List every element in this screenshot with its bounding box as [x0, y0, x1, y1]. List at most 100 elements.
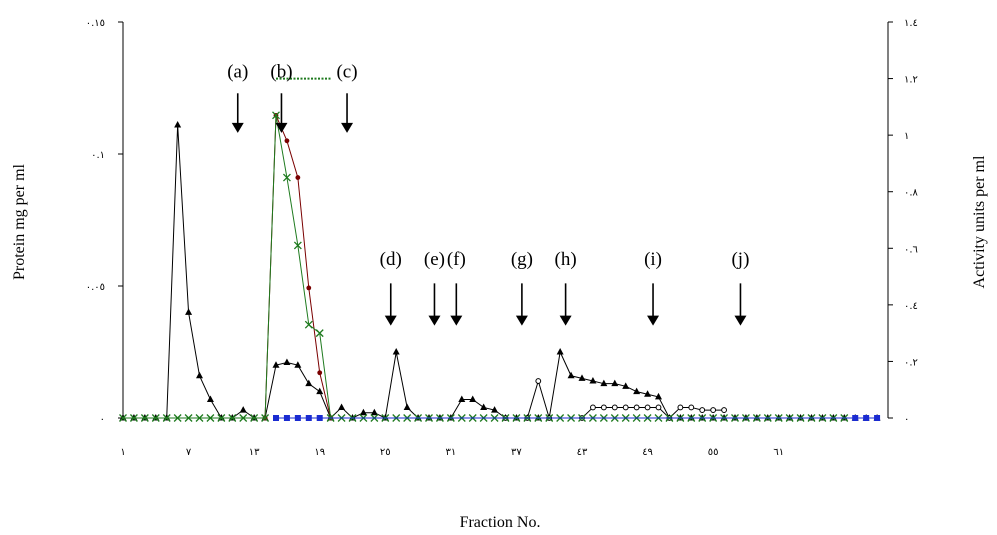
annotation-arrow-head [275, 122, 288, 133]
annotation-marker: (c) [336, 61, 358, 133]
series-0-point [370, 408, 378, 416]
series-1-point [721, 407, 727, 413]
y-left-tick-label: ٠.١٥ [86, 18, 105, 29]
series-3-point [228, 414, 237, 422]
annotation-arrow-head [384, 315, 397, 326]
series-0-point [338, 403, 346, 410]
annotation-label: (i) [644, 249, 662, 270]
series-2-point [284, 138, 290, 144]
series-0-point [294, 361, 302, 368]
annotation-marker: (g) [511, 249, 533, 326]
annotation-arrow-head [428, 315, 441, 326]
annotation-arrow-head [734, 315, 747, 326]
y-right-tick-label: ١ [904, 131, 909, 142]
x-tick-label: ٦١ [773, 447, 784, 458]
y-right-tick-label: ١.٢ [904, 75, 918, 86]
series-1-line [505, 379, 725, 419]
annotation-marker: (h) [555, 249, 577, 326]
series-1-point [699, 407, 706, 413]
annotation-label: (g) [511, 249, 533, 270]
chart-annotations: (a) (b) (c) (d) (e) (f) (g) (h) (i) (j) [227, 61, 749, 326]
annotation-label: (f) [447, 249, 466, 270]
x-tick-label: ٤٩ [642, 447, 653, 458]
series-4 [273, 415, 881, 421]
series-0-point [644, 390, 652, 397]
series-0-point [283, 358, 291, 366]
series-0-point [567, 371, 575, 379]
series-2-point [295, 175, 301, 180]
series-3-point [304, 320, 313, 329]
series-0-point [600, 379, 608, 387]
series-3-point [162, 414, 171, 422]
y-axis-right-title: Activity units per ml [971, 155, 988, 288]
y-left-tick-label: ٠ [100, 414, 105, 425]
series-0-point [206, 395, 214, 403]
annotation-arrow-head [341, 122, 354, 133]
y-right-tick-label: ١.٤ [904, 18, 918, 29]
series-0-point [491, 406, 499, 413]
series-0-point [403, 403, 411, 410]
series-3-point [184, 414, 193, 422]
annotation-marker: (f) [447, 249, 466, 326]
series-1-point [710, 407, 717, 413]
series-3-point [315, 329, 324, 338]
series-3-point [250, 414, 259, 422]
series-0-point [272, 361, 280, 368]
annotation-arrow-head [559, 315, 572, 326]
annotation-label: (b) [270, 61, 292, 82]
series-1-point [644, 404, 651, 411]
y-right-tick-label: ٠.٨ [904, 188, 919, 199]
series-3-point [151, 414, 160, 422]
series-1-point [633, 404, 640, 411]
series-3-point [206, 414, 215, 422]
series-4-point [283, 415, 290, 421]
y-right-tick-label: ٠.٢ [904, 357, 918, 368]
series-0-point [392, 348, 400, 355]
x-axis-title: Fraction No. [460, 514, 541, 531]
series-3-point [261, 414, 270, 422]
annotation-marker: (i) [644, 249, 662, 326]
y-right-tick-label: ٠ [904, 414, 909, 425]
series-3-point [239, 414, 248, 422]
annotation-arrow-head [515, 315, 528, 326]
annotation-arrow-head [231, 122, 244, 133]
x-tick-label: ٤٣ [577, 447, 588, 458]
series-1-point [622, 404, 629, 411]
series-0-point [458, 395, 466, 403]
series-0-point [174, 120, 182, 128]
annotation-arrow-head [647, 315, 660, 326]
series-2 [262, 112, 334, 421]
series-0-point [316, 387, 324, 395]
series-0-point [611, 379, 619, 387]
series-3-point [217, 414, 226, 422]
series-0-point [359, 408, 367, 416]
y-right-tick-label: ٠.٦ [904, 244, 918, 255]
series-4-point [316, 415, 323, 421]
annotation-label: (e) [424, 249, 445, 270]
annotation-label: (c) [336, 61, 357, 82]
annotation-label: (h) [555, 249, 577, 270]
series-4-point [874, 415, 881, 421]
series-1-point [590, 404, 596, 411]
series-3-point [119, 414, 127, 422]
series-1-point [655, 404, 662, 411]
series-0-point [589, 377, 597, 384]
series-3-point [129, 414, 138, 422]
x-tick-label: ٧ [186, 447, 192, 458]
series-2-point [306, 285, 312, 291]
x-tick-label: ١٣ [249, 447, 260, 458]
series-4-point [273, 415, 279, 421]
annotation-marker: (j) [731, 249, 749, 326]
y-axis-left-title: Protein mg per ml [11, 163, 28, 280]
x-tick-label: ١٩ [314, 447, 325, 458]
series-0-point [469, 395, 477, 403]
series-3-point [272, 111, 280, 120]
series-0-point [556, 348, 564, 355]
series-3-point [282, 173, 291, 182]
series-4-point [305, 415, 312, 421]
chart-series [119, 77, 881, 422]
series-0-point [655, 392, 662, 400]
annotation-marker: (a) [227, 61, 248, 133]
series-3-point [173, 414, 182, 422]
